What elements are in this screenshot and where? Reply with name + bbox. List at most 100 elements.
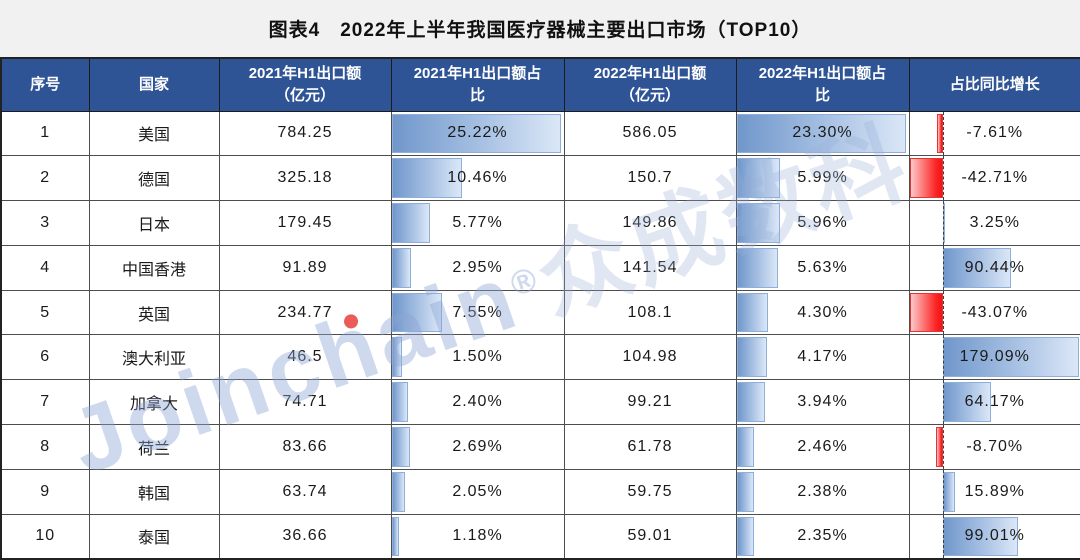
col-header-share-2022: 2022年H1出口额占 比 bbox=[735, 57, 910, 112]
table-row: 10 泰国 36.66 1.18% 59.01 2.35% 99.01% bbox=[0, 513, 1080, 560]
share-2022-cell: 2.38% bbox=[735, 468, 910, 515]
growth-cell: -8.70% bbox=[908, 424, 1080, 470]
col-header-growth: 占比同比增长 bbox=[908, 57, 1080, 112]
growth-value: 179.09% bbox=[959, 348, 1030, 366]
table-row: 4 中国香港 91.89 2.95% 141.54 5.63% 90.44% bbox=[0, 244, 1080, 291]
table-row: 6 澳大利亚 46.5 1.50% 104.98 4.17% 179.09% bbox=[0, 334, 1080, 381]
growth-value: -7.61% bbox=[966, 124, 1024, 142]
share-2021-databar bbox=[392, 382, 408, 423]
share-2021-databar bbox=[392, 247, 412, 288]
rank-cell: 7 bbox=[0, 379, 90, 426]
growth-value: 15.89% bbox=[964, 482, 1025, 500]
rank-cell: 1 bbox=[0, 110, 90, 157]
share-2021-cell: 5.77% bbox=[390, 200, 565, 246]
share-2022-databar bbox=[737, 292, 768, 333]
growth-cell: 64.17% bbox=[908, 379, 1080, 426]
growth-value: 3.25% bbox=[969, 213, 1020, 231]
growth-cell: 3.25% bbox=[908, 200, 1080, 246]
share-2022-cell: 5.99% bbox=[735, 155, 910, 202]
share-2022-value: 4.30% bbox=[797, 303, 848, 321]
share-2022-databar bbox=[737, 382, 766, 423]
figure-title: 图表4 2022年上半年我国医疗器械主要出口市场（TOP10） bbox=[268, 20, 812, 41]
share-2022-databar bbox=[737, 158, 781, 199]
growth-zero-axis bbox=[942, 335, 944, 379]
share-2021-value: 1.50% bbox=[452, 348, 503, 366]
growth-zero-axis bbox=[942, 470, 944, 514]
growth-databar bbox=[910, 292, 943, 333]
table-row: 9 韩国 63.74 2.05% 59.75 2.38% 15.89% bbox=[0, 468, 1080, 515]
share-2022-cell: 3.94% bbox=[735, 379, 910, 426]
share-2021-databar bbox=[392, 427, 410, 467]
share-2021-value: 7.55% bbox=[452, 303, 503, 321]
share-2022-value: 4.17% bbox=[797, 348, 848, 366]
growth-cell: -42.71% bbox=[908, 155, 1080, 202]
growth-databar bbox=[942, 471, 955, 512]
growth-zero-axis bbox=[942, 515, 944, 558]
share-2021-cell: 2.40% bbox=[390, 379, 565, 426]
export-2021-cell: 63.74 bbox=[218, 468, 392, 515]
share-2022-value: 23.30% bbox=[792, 124, 853, 142]
share-2021-value: 2.40% bbox=[452, 393, 503, 411]
share-2022-databar bbox=[737, 247, 778, 288]
share-2022-value: 5.63% bbox=[797, 258, 848, 276]
rank-cell: 3 bbox=[0, 200, 90, 246]
export-2021-cell: 91.89 bbox=[218, 244, 392, 291]
growth-databar bbox=[942, 247, 1012, 288]
share-2022-cell: 23.30% bbox=[735, 110, 910, 157]
share-2021-value: 5.77% bbox=[452, 213, 503, 231]
country-cell: 加拿大 bbox=[88, 379, 220, 426]
share-2021-cell: 2.05% bbox=[390, 468, 565, 515]
table-row: 5 英国 234.77 7.55% 108.1 4.30% -43.07% bbox=[0, 289, 1080, 336]
col-header-country: 国家 bbox=[88, 57, 220, 112]
share-2021-databar bbox=[392, 158, 462, 199]
country-cell: 韩国 bbox=[88, 468, 220, 515]
share-2022-databar bbox=[737, 427, 755, 467]
growth-zero-axis bbox=[942, 380, 944, 424]
rank-cell: 2 bbox=[0, 155, 90, 202]
export-2022-cell: 141.54 bbox=[563, 244, 737, 291]
col-header-export-2022: 2022年H1出口额 （亿元） bbox=[563, 57, 737, 112]
growth-databar bbox=[942, 516, 1018, 556]
export-2022-cell: 104.98 bbox=[563, 334, 737, 381]
rank-cell: 6 bbox=[0, 334, 90, 381]
growth-value: 64.17% bbox=[964, 393, 1025, 411]
table-body: 1 美国 784.25 25.22% 586.05 23.30% -7.61% … bbox=[0, 110, 1080, 560]
share-2021-databar bbox=[392, 203, 431, 243]
share-2022-databar bbox=[737, 203, 780, 243]
export-table: 序号 国家 2021年H1出口额 （亿元） 2021年H1出口额占 比 2022… bbox=[0, 57, 1080, 560]
export-2022-cell: 61.78 bbox=[563, 424, 737, 470]
country-cell: 中国香港 bbox=[88, 244, 220, 291]
growth-zero-axis bbox=[942, 246, 944, 290]
country-cell: 荷兰 bbox=[88, 424, 220, 470]
export-2022-cell: 59.01 bbox=[563, 513, 737, 560]
export-2022-cell: 150.7 bbox=[563, 155, 737, 202]
growth-databar bbox=[935, 427, 943, 467]
share-2022-databar bbox=[737, 471, 754, 512]
share-2021-value: 2.69% bbox=[452, 437, 503, 455]
growth-cell: -7.61% bbox=[908, 110, 1080, 157]
share-2022-cell: 4.17% bbox=[735, 334, 910, 381]
share-2021-cell: 2.95% bbox=[390, 244, 565, 291]
export-2022-cell: 99.21 bbox=[563, 379, 737, 426]
share-2021-cell: 2.69% bbox=[390, 424, 565, 470]
growth-cell: 90.44% bbox=[908, 244, 1080, 291]
rank-cell: 5 bbox=[0, 289, 90, 336]
table-row: 2 德国 325.18 10.46% 150.7 5.99% -42.71% bbox=[0, 155, 1080, 202]
export-2022-cell: 149.86 bbox=[563, 200, 737, 246]
growth-databar bbox=[910, 158, 943, 199]
share-2021-databar bbox=[392, 471, 406, 512]
share-2021-value: 25.22% bbox=[447, 124, 508, 142]
country-cell: 日本 bbox=[88, 200, 220, 246]
share-2021-cell: 7.55% bbox=[390, 289, 565, 336]
growth-zero-axis bbox=[942, 201, 944, 245]
share-2022-value: 3.94% bbox=[797, 393, 848, 411]
country-cell: 德国 bbox=[88, 155, 220, 202]
title-band: 图表4 2022年上半年我国医疗器械主要出口市场（TOP10） bbox=[0, 0, 1080, 57]
rank-cell: 4 bbox=[0, 244, 90, 291]
table-row: 7 加拿大 74.71 2.40% 99.21 3.94% 64.17% bbox=[0, 379, 1080, 426]
export-2021-cell: 325.18 bbox=[218, 155, 392, 202]
share-2021-databar bbox=[392, 516, 400, 556]
share-2022-cell: 2.46% bbox=[735, 424, 910, 470]
export-2021-cell: 46.5 bbox=[218, 334, 392, 381]
